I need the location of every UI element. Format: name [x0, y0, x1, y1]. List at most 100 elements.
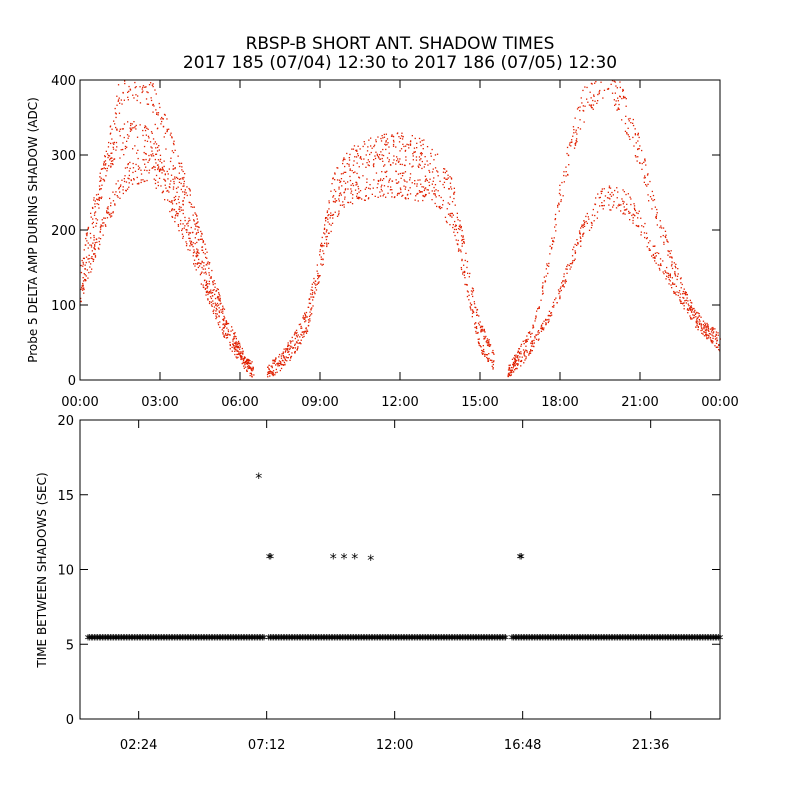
delta-amp-point	[300, 327, 302, 329]
delta-amp-point	[182, 212, 184, 215]
delta-amp-point	[135, 124, 137, 127]
delta-amp-point	[229, 344, 231, 346]
delta-amp-point	[192, 214, 194, 216]
delta-amp-point	[714, 345, 716, 347]
delta-amp-point	[712, 340, 714, 342]
baseline-point: *	[107, 632, 114, 648]
y-tick-label: 0	[68, 374, 76, 389]
delta-amp-point	[676, 291, 678, 293]
delta-amp-point	[525, 349, 527, 351]
delta-amp-point	[196, 215, 198, 217]
delta-amp-point	[236, 346, 238, 348]
delta-amp-point	[90, 257, 92, 259]
delta-amp-point	[321, 244, 324, 247]
delta-amp-point	[634, 128, 636, 130]
delta-amp-point	[224, 324, 226, 327]
baseline-point: *	[456, 632, 463, 648]
delta-amp-point	[81, 259, 83, 262]
delta-amp-point	[548, 320, 550, 322]
delta-amp-point	[677, 294, 679, 297]
baseline-point: *	[373, 632, 380, 648]
delta-amp-point	[195, 225, 197, 227]
baseline-point: *	[641, 632, 648, 648]
delta-amp-point	[286, 360, 288, 362]
delta-amp-point	[565, 175, 567, 177]
delta-amp-point	[513, 357, 515, 359]
delta-amp-point	[338, 195, 340, 197]
delta-amp-point	[518, 360, 520, 362]
baseline-point: *	[125, 632, 132, 648]
baseline-point: *	[437, 632, 444, 648]
delta-amp-point	[229, 334, 231, 336]
baseline-point: *	[502, 632, 509, 648]
delta-amp-point	[488, 353, 490, 355]
delta-amp-point	[119, 128, 121, 130]
baseline-point: *	[614, 632, 621, 648]
delta-amp-points	[80, 80, 721, 378]
delta-amp-point	[212, 312, 215, 314]
delta-amp-point	[304, 318, 306, 320]
delta-amp-point	[698, 319, 700, 321]
delta-amp-point	[222, 323, 224, 326]
delta-amp-point	[278, 362, 281, 365]
delta-amp-point	[384, 164, 386, 166]
delta-amp-point	[590, 105, 592, 107]
delta-amp-point	[696, 311, 698, 314]
delta-amp-point	[237, 350, 239, 352]
baseline-point: *	[205, 632, 212, 648]
delta-amp-point	[676, 278, 678, 281]
delta-amp-point	[412, 155, 414, 157]
delta-amp-point	[213, 289, 215, 291]
delta-amp-point	[269, 375, 271, 377]
delta-amp-point	[385, 141, 387, 143]
delta-amp-point	[590, 106, 593, 109]
delta-amp-point	[567, 154, 570, 156]
delta-amp-point	[342, 158, 345, 160]
delta-amp-point	[438, 206, 440, 208]
delta-amp-point	[428, 181, 430, 183]
delta-amp-point	[515, 368, 517, 370]
delta-amp-point	[471, 312, 474, 314]
baseline-point: *	[126, 632, 133, 648]
delta-amp-point	[111, 152, 113, 154]
delta-amp-point	[660, 263, 662, 265]
delta-amp-point	[210, 301, 212, 303]
delta-amp-point	[301, 327, 303, 329]
delta-amp-point	[672, 283, 674, 285]
delta-amp-point	[675, 267, 677, 269]
delta-amp-point	[596, 102, 598, 104]
delta-amp-point	[107, 156, 109, 159]
delta-amp-point	[94, 244, 96, 246]
delta-amp-point	[489, 344, 492, 346]
delta-amp-point	[625, 98, 627, 100]
delta-amp-point	[178, 206, 181, 208]
delta-amp-point	[209, 301, 211, 303]
baseline-point: *	[582, 632, 589, 648]
delta-amp-point	[613, 99, 615, 101]
delta-amp-point	[437, 171, 439, 173]
delta-amp-point	[340, 180, 342, 183]
delta-amp-point	[310, 308, 312, 310]
delta-amp-point	[466, 284, 468, 286]
delta-amp-point	[154, 141, 156, 143]
delta-amp-point	[394, 196, 396, 198]
delta-amp-point	[703, 331, 705, 333]
delta-amp-point	[613, 80, 615, 82]
baseline-point: *	[269, 632, 276, 648]
delta-amp-point	[202, 268, 204, 270]
baseline-point: *	[118, 632, 125, 648]
delta-amp-point	[292, 347, 295, 349]
baseline-point: *	[561, 632, 568, 648]
delta-amp-point	[126, 134, 129, 136]
delta-amp-point	[93, 199, 95, 201]
delta-amp-point	[281, 363, 283, 366]
delta-amp-point	[285, 356, 287, 358]
delta-amp-point	[666, 239, 668, 241]
delta-amp-point	[351, 197, 354, 199]
delta-amp-point	[274, 372, 277, 374]
delta-amp-point	[177, 155, 179, 157]
delta-amp-point	[644, 175, 646, 177]
baseline-point: *	[206, 632, 213, 648]
delta-amp-point	[172, 168, 174, 170]
delta-amp-point	[595, 81, 597, 83]
